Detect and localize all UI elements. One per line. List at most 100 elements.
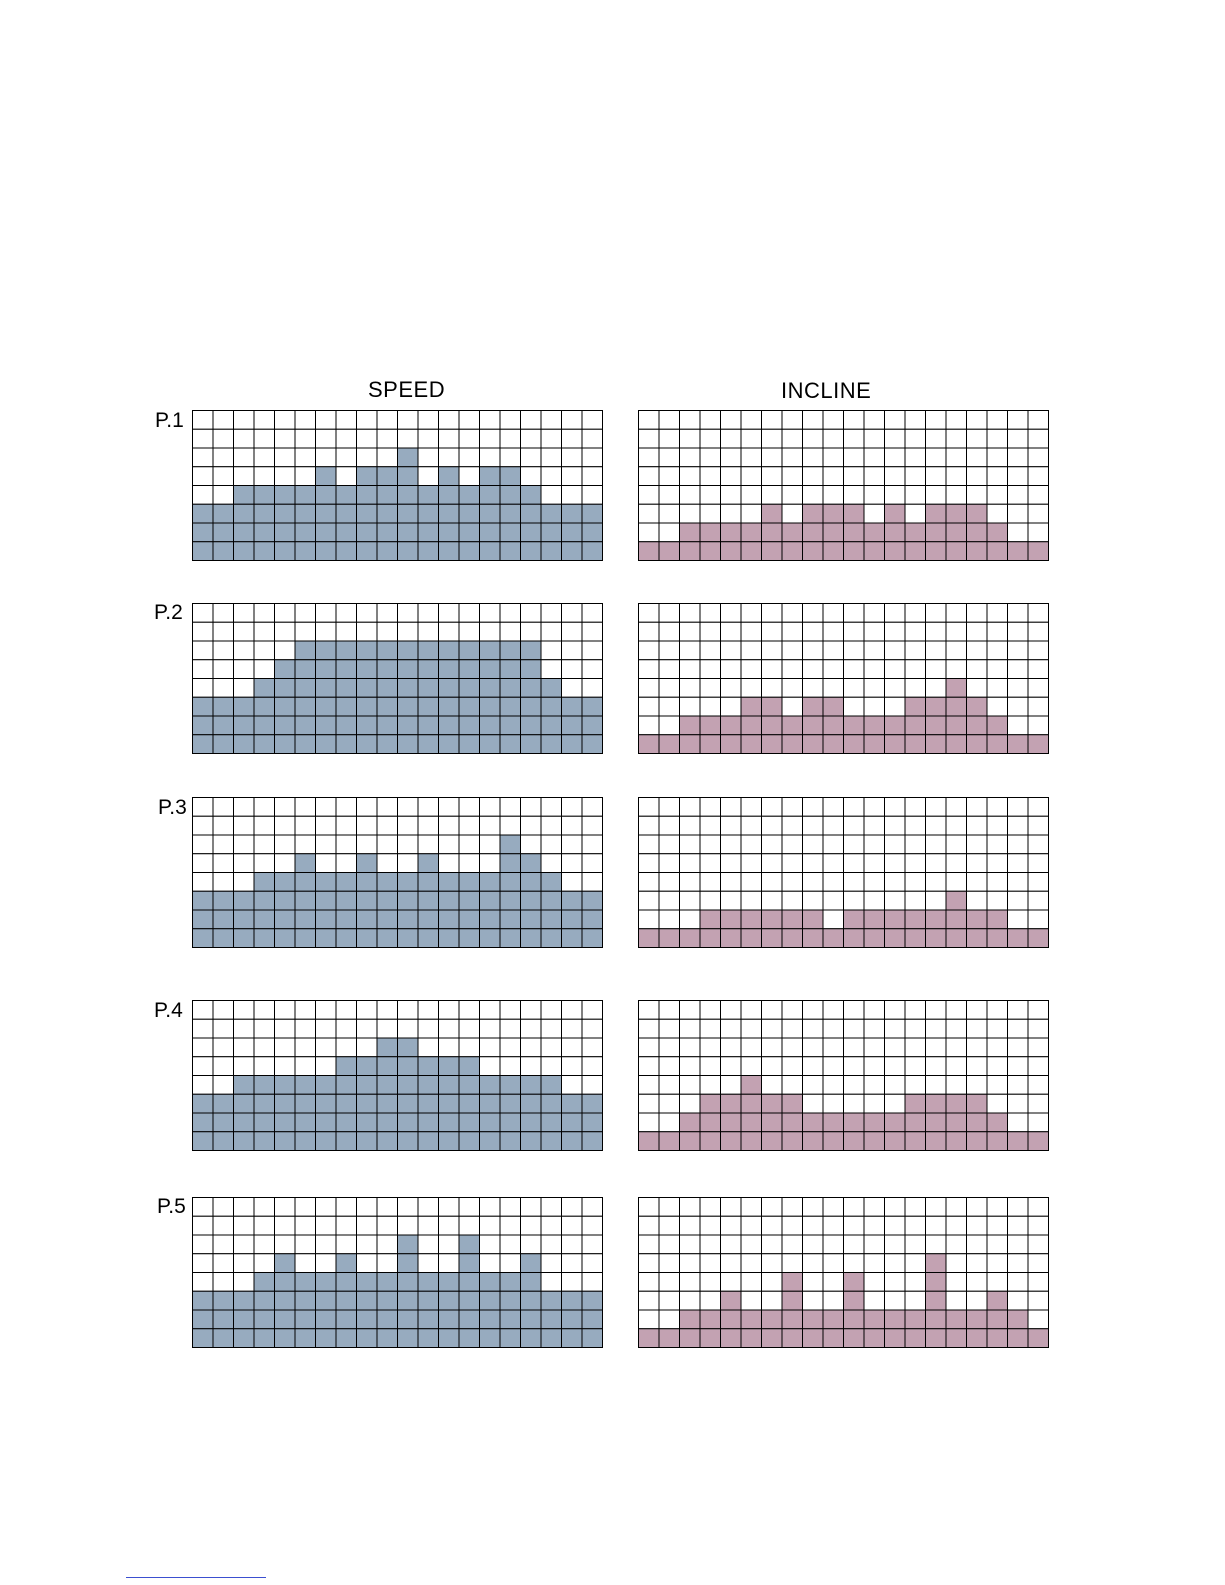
incline-cell-p4-c6-r2-empty	[740, 1018, 762, 1038]
speed-cell-p2-c2-r7-filled	[212, 715, 234, 735]
incline-cell-p3-c7-r5-empty	[760, 871, 782, 892]
speed-cell-p4-c7-r3-empty	[314, 1037, 336, 1057]
speed-cell-p1-c9-r8-filled	[355, 540, 377, 561]
speed-cell-p3-c20-r6-filled	[581, 890, 603, 910]
incline-cell-p2-c18-r5-empty	[986, 677, 1008, 698]
speed-cell-p2-c15-r3-filled	[478, 640, 500, 660]
speed-cell-p3-c4-r7-filled	[253, 909, 275, 929]
speed-cell-p4-c1-r5-empty	[191, 1074, 213, 1095]
speed-cell-p1-c12-r2-empty	[417, 428, 439, 448]
speed-cell-p5-c12-r5-filled	[417, 1271, 439, 1292]
speed-cell-p5-c2-r2-empty	[212, 1215, 234, 1235]
incline-cell-p4-c11-r2-empty	[842, 1018, 864, 1038]
speed-cell-p4-c12-r3-empty	[417, 1037, 439, 1057]
incline-cell-p1-c4-r5-empty	[699, 484, 721, 505]
speed-cell-p4-c5-r6-filled	[273, 1093, 295, 1113]
incline-cell-p2-c14-r5-empty	[904, 677, 926, 698]
speed-cell-p3-c8-r4-empty	[335, 852, 357, 873]
incline-cell-p5-c20-r1-empty	[1027, 1196, 1049, 1217]
speed-cell-p2-c13-r3-filled	[437, 640, 459, 660]
speed-cell-p3-c18-r3-empty	[540, 834, 562, 854]
incline-cell-p5-c8-r8-filled	[781, 1327, 803, 1348]
incline-cell-p4-c15-r2-empty	[924, 1018, 946, 1038]
speed-cell-p1-c7-r8-filled	[314, 540, 336, 561]
speed-cell-p4-c20-r4-empty	[581, 1055, 603, 1076]
speed-cell-p3-c6-r1-empty	[294, 796, 316, 817]
speed-cell-p4-c8-r4-filled	[335, 1055, 357, 1076]
incline-cell-p4-c10-r1-empty	[822, 999, 844, 1020]
incline-cell-p3-c17-r6-empty	[965, 890, 987, 910]
incline-cell-p3-c18-r4-empty	[986, 852, 1008, 873]
speed-cell-p1-c11-r6-filled	[396, 503, 418, 523]
incline-cell-p4-c5-r7-filled	[719, 1112, 741, 1132]
speed-cell-p1-c18-r5-empty	[540, 484, 562, 505]
incline-cell-p3-c1-r1-empty	[637, 796, 659, 817]
incline-cell-p4-c4-r1-empty	[699, 999, 721, 1020]
incline-cell-p1-c4-r1-empty	[699, 409, 721, 430]
incline-cell-p4-c5-r4-empty	[719, 1055, 741, 1076]
incline-cell-p1-c10-r4-empty	[822, 465, 844, 486]
speed-cell-p5-c18-r4-empty	[540, 1252, 562, 1273]
speed-cell-p1-c15-r1-empty	[478, 409, 500, 430]
incline-cell-p3-c11-r2-empty	[842, 815, 864, 835]
incline-cell-p2-c18-r4-empty	[986, 658, 1008, 679]
incline-cell-p5-c2-r7-empty	[658, 1309, 680, 1329]
speed-cell-p2-c20-r7-filled	[581, 715, 603, 735]
incline-cell-p4-c19-r8-filled	[1006, 1130, 1028, 1151]
incline-grid-3	[637, 796, 1049, 948]
speed-cell-p2-c20-r2-empty	[581, 621, 603, 641]
speed-cell-p4-c12-r6-filled	[417, 1093, 439, 1113]
speed-cell-p1-c9-r3-empty	[355, 447, 377, 467]
speed-cell-p4-c6-r3-empty	[294, 1037, 316, 1057]
speed-cell-p2-c13-r2-empty	[437, 621, 459, 641]
speed-cell-p2-c18-r2-empty	[540, 621, 562, 641]
incline-cell-p2-c17-r7-filled	[965, 715, 987, 735]
incline-cell-p1-c6-r1-empty	[740, 409, 762, 430]
incline-cell-p3-c2-r1-empty	[658, 796, 680, 817]
incline-cell-p1-c2-r4-empty	[658, 465, 680, 486]
incline-cell-p2-c17-r2-empty	[965, 621, 987, 641]
incline-cell-p5-c15-r7-filled	[924, 1309, 946, 1329]
speed-cell-p4-c18-r5-filled	[540, 1074, 562, 1095]
speed-cell-p5-c9-r6-filled	[355, 1290, 377, 1310]
speed-cell-p2-c5-r6-filled	[273, 696, 295, 716]
speed-cell-p1-c8-r3-empty	[335, 447, 357, 467]
incline-cell-p5-c7-r6-empty	[760, 1290, 782, 1310]
speed-cell-p3-c18-r8-filled	[540, 927, 562, 948]
incline-cell-p2-c14-r3-empty	[904, 640, 926, 660]
speed-cell-p1-c8-r6-filled	[335, 503, 357, 523]
incline-cell-p1-c16-r8-filled	[945, 540, 967, 561]
incline-cell-p2-c6-r6-filled	[740, 696, 762, 716]
incline-cell-p5-c8-r7-filled	[781, 1309, 803, 1329]
incline-cell-p5-c16-r8-filled	[945, 1327, 967, 1348]
incline-cell-p3-c20-r5-empty	[1027, 871, 1049, 892]
speed-cell-p2-c4-r8-filled	[253, 733, 275, 754]
incline-cell-p1-c19-r6-empty	[1006, 503, 1028, 523]
incline-cell-p3-c13-r4-empty	[883, 852, 905, 873]
incline-cell-p1-c5-r8-filled	[719, 540, 741, 561]
speed-cell-p1-c10-r2-empty	[376, 428, 398, 448]
incline-cell-p2-c5-r8-filled	[719, 733, 741, 754]
speed-cell-p2-c11-r5-filled	[396, 677, 418, 698]
incline-cell-p5-c12-r5-empty	[863, 1271, 885, 1292]
speed-cell-p5-c17-r2-empty	[519, 1215, 541, 1235]
speed-cell-p2-c1-r5-empty	[191, 677, 213, 698]
speed-cell-p5-c19-r3-empty	[560, 1234, 582, 1254]
incline-cell-p3-c4-r4-empty	[699, 852, 721, 873]
incline-cell-p5-c17-r8-filled	[965, 1327, 987, 1348]
incline-cell-p2-c13-r1-empty	[883, 602, 905, 623]
speed-cell-p1-c17-r1-empty	[519, 409, 541, 430]
incline-cell-p5-c7-r2-empty	[760, 1215, 782, 1235]
speed-cell-p4-c4-r1-empty	[253, 999, 275, 1020]
speed-cell-p4-c18-r2-empty	[540, 1018, 562, 1038]
incline-cell-p1-c9-r2-empty	[801, 428, 823, 448]
speed-cell-p4-c8-r6-filled	[335, 1093, 357, 1113]
speed-cell-p2-c19-r2-empty	[560, 621, 582, 641]
speed-cell-p1-c20-r2-empty	[581, 428, 603, 448]
speed-cell-p2-c14-r3-filled	[458, 640, 480, 660]
speed-cell-p3-c2-r7-filled	[212, 909, 234, 929]
incline-cell-p3-c1-r2-empty	[637, 815, 659, 835]
incline-cell-p5-c12-r3-empty	[863, 1234, 885, 1254]
speed-cell-p1-c9-r7-filled	[355, 522, 377, 542]
speed-cell-p2-c7-r3-filled	[314, 640, 336, 660]
